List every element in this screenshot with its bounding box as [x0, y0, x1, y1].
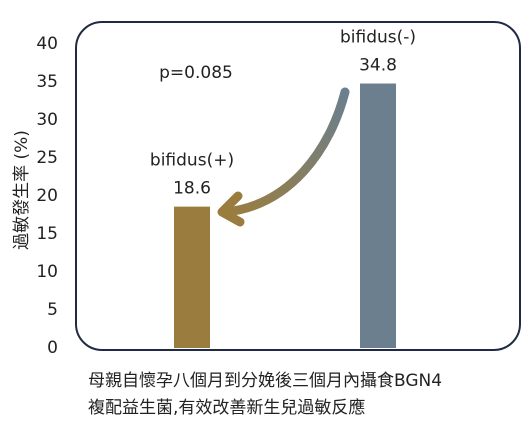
plot-frame [75, 21, 521, 351]
category-label: bifidus(+) [150, 151, 234, 171]
bar [360, 83, 396, 349]
y-tick-label: 30 [36, 110, 58, 130]
arrow [221, 87, 350, 217]
data-label: 34.8 [359, 56, 397, 76]
arrow-head [217, 191, 245, 227]
annotation: p=0.085 [159, 63, 233, 83]
y-tick-label: 0 [47, 338, 58, 358]
y-tick-label: 10 [36, 262, 58, 282]
y-axis-label: 過敏發生率 (%) [12, 130, 32, 250]
y-tick-label: 25 [36, 148, 58, 168]
y-tick-label: 35 [36, 72, 58, 92]
caption-line: 母親自懷孕八個月到分娩後三個月內攝食BGN4 [88, 371, 442, 391]
category-label: bifidus(-) [340, 28, 416, 48]
y-tick-label: 40 [36, 34, 58, 54]
y-tick-label: 5 [47, 300, 58, 320]
y-tick-label: 15 [36, 224, 58, 244]
data-label: 18.6 [173, 179, 211, 199]
caption-line: 複配益生菌,有效改善新生兒過敏反應 [88, 397, 365, 418]
y-tick-label: 20 [36, 186, 58, 206]
bar [174, 206, 210, 348]
